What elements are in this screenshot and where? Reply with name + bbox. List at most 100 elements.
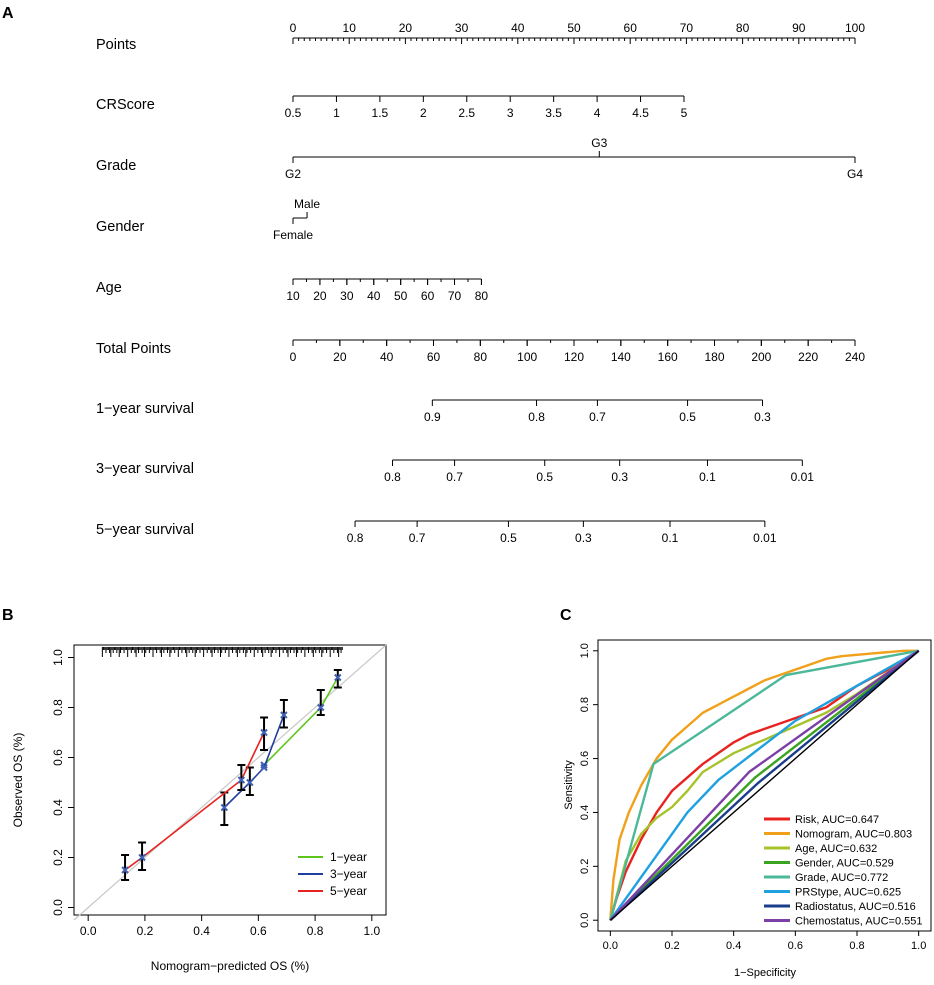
nomogram-tick-label: Male: [294, 197, 320, 211]
roc-x-tick-label: 1.0: [911, 940, 926, 952]
nomogram-tick-label: 60: [624, 21, 638, 35]
nomogram-tick-label: 10: [286, 289, 300, 303]
nomogram-tick-label: 4.5: [632, 106, 649, 120]
nomogram-tick-label: 0.8: [528, 410, 545, 424]
calibration-plot: Nomogram−predicted OS (%) Observed OS (%…: [11, 644, 387, 973]
nomogram-tick-label: 0.8: [384, 470, 401, 484]
roc-y-tick-label: 0.6: [579, 751, 591, 766]
nomogram-tick-label: 70: [680, 21, 694, 35]
calibration-y-label: Observed OS (%): [11, 733, 25, 828]
calibration-legend-label: 5−year: [330, 884, 367, 898]
roc-curve: [609, 649, 919, 921]
nomogram-tick-label: 0.5: [536, 470, 553, 484]
nomogram-tick-label: 0.1: [662, 531, 679, 545]
nomogram-tick-label: 4: [594, 106, 601, 120]
roc-x-tick-label: 0.0: [603, 940, 618, 952]
calibration-x-tick-label: 0.8: [307, 924, 324, 938]
roc-legend-label: Nomogram, AUC=0.803: [795, 829, 912, 841]
roc-curve: [609, 649, 920, 921]
roc-y-tick-label: 0.4: [579, 805, 591, 820]
nomogram-tick-label: 220: [798, 350, 818, 364]
nomogram-tick-label: 10: [343, 21, 357, 35]
roc-curve: [609, 649, 919, 921]
nomogram-tick-label: 0.01: [753, 531, 777, 545]
nomogram-row-label: 5−year survival: [96, 522, 194, 538]
calibration-point: [237, 776, 246, 784]
nomogram-row-label: Grade: [96, 158, 136, 174]
nomogram-tick-label: 100: [517, 350, 537, 364]
nomogram-tick-label: 0.3: [611, 470, 628, 484]
nomogram-tick-label: 20: [399, 21, 413, 35]
calibration-point: [220, 803, 229, 812]
nomogram-tick-label: 0.5: [679, 410, 696, 424]
calibration-point: [317, 703, 325, 712]
nomogram-tick-label: 3: [507, 106, 514, 120]
nomogram-tick-label: 200: [751, 350, 771, 364]
calibration-x-tick-label: 0.6: [250, 924, 267, 938]
nomogram-tick-label: 0.5: [285, 106, 302, 120]
roc-y-tick-label: 0.8: [579, 697, 591, 712]
nomogram-tick-label: G4: [847, 167, 863, 181]
calibration-point: [138, 853, 146, 862]
roc-y-tick-label: 0.0: [579, 913, 591, 928]
roc-legend-label: PRStype, AUC=0.625: [795, 887, 901, 899]
panel-b-label: B: [2, 607, 14, 624]
nomogram-row-label: Gender: [96, 219, 145, 235]
nomogram-tick-label: 0.3: [754, 410, 771, 424]
roc-legend-label: Grade, AUC=0.772: [795, 872, 888, 884]
nomogram-tick-label: 30: [455, 21, 469, 35]
nomogram-tick-label: 1: [333, 106, 340, 120]
calibration-point: [280, 711, 288, 719]
nomogram-tick-label: 140: [611, 350, 631, 364]
calibration-x-tick-label: 1.0: [363, 924, 380, 938]
roc-y-label: Sensitivity: [563, 760, 575, 810]
calibration-x-label: Nomogram−predicted OS (%): [151, 959, 309, 973]
nomogram-row-label: Total Points: [96, 341, 171, 357]
calibration-point: [260, 763, 268, 772]
calibration-y-tick-label: 0.0: [51, 899, 65, 916]
nomogram-tick-label: 0.3: [575, 531, 592, 545]
calibration-series-line: [263, 677, 339, 766]
calibration-series-line: [124, 732, 265, 871]
nomogram-row-label: 3−year survival: [96, 461, 194, 477]
nomogram-tick-label: 60: [421, 289, 435, 303]
nomogram-tick-label: G3: [591, 136, 607, 150]
calibration-point: [260, 728, 268, 737]
nomogram-tick-label: 0.8: [347, 531, 364, 545]
calibration-point: [246, 778, 254, 787]
calibration-y-tick-label: 0.8: [51, 699, 65, 716]
roc-plot: 1−Specificity Sensitivity 0.0 0.2 0.4 0.6 0.…: [563, 639, 932, 979]
nomogram-tick-label: 0.5: [500, 531, 517, 545]
nomogram-tick-label: 20: [313, 289, 327, 303]
nomogram-tick-label: 5: [681, 106, 688, 120]
roc-legend-label: Gender, AUC=0.529: [795, 858, 894, 870]
nomogram-tick-label: 80: [474, 350, 488, 364]
nomogram-tick-label: 160: [658, 350, 678, 364]
roc-x-label: 1−Specificity: [734, 967, 797, 979]
nomogram-tick-label: 0.7: [446, 470, 463, 484]
nomogram-tick-label: 120: [564, 350, 584, 364]
roc-y-tick-label: 0.2: [579, 859, 591, 874]
nomogram-tick-label: Female: [273, 228, 313, 242]
calibration-point: [334, 673, 342, 682]
panel-c-label: C: [560, 607, 572, 624]
nomogram-tick-label: 40: [511, 21, 525, 35]
roc-y-tick-label: 1.0: [579, 643, 591, 658]
nomogram-tick-label: 0.9: [424, 410, 441, 424]
panel-a-label: A: [2, 5, 14, 22]
roc-legend-label: Risk, AUC=0.647: [795, 814, 879, 826]
calibration-y-tick-label: 0.4: [51, 799, 65, 816]
nomogram-tick-label: 40: [367, 289, 381, 303]
nomogram-tick-label: 2.5: [458, 106, 475, 120]
nomogram-tick-label: 50: [567, 21, 581, 35]
nomogram-tick-label: 0: [290, 21, 297, 35]
nomogram-tick-label: 0.1: [699, 470, 716, 484]
calibration-frame: [73, 644, 387, 916]
nomogram-tick-label: 1.5: [372, 106, 389, 120]
nomogram-tick-label: 3.5: [545, 106, 562, 120]
nomogram-tick-label: 40: [380, 350, 394, 364]
roc-frame: [597, 639, 932, 932]
nomogram-tick-label: 100: [845, 21, 865, 35]
